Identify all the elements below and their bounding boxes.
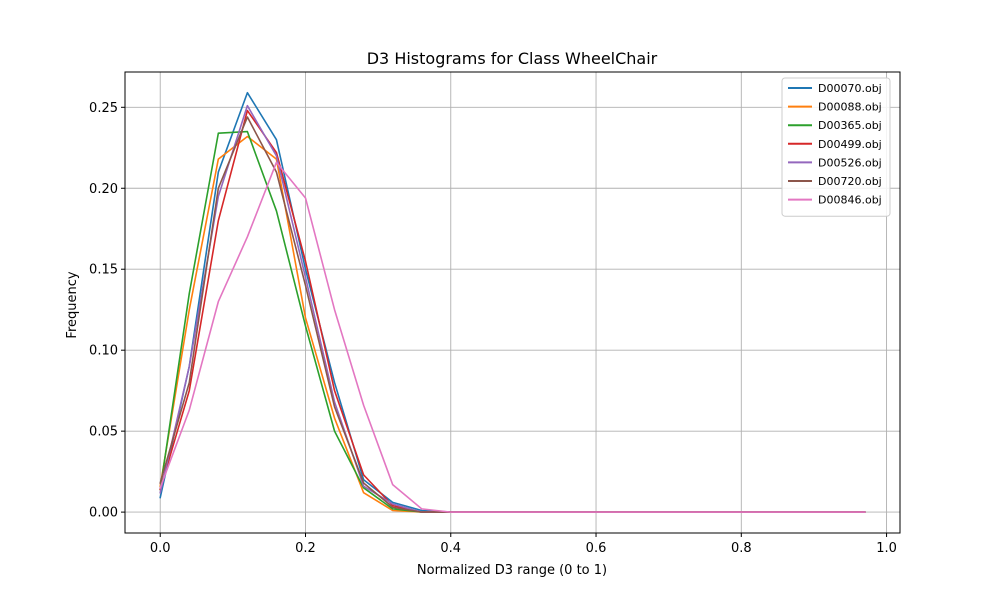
y-tick-label: 0.15 — [89, 263, 118, 278]
legend-label: D00526.obj — [818, 156, 882, 169]
legend-label: D00720.obj — [818, 175, 882, 188]
series-line-d00846-obj — [159, 161, 866, 513]
x-tick-label: 0.0 — [150, 541, 171, 556]
series-layer — [159, 91, 866, 513]
x-tick-label: 1.0 — [876, 541, 897, 556]
x-axis-label: Normalized D3 range (0 to 1) — [417, 563, 607, 578]
legend-label: D00499.obj — [818, 138, 882, 151]
x-axis-ticks: 0.0 0.2 0.4 0.6 0.8 1.0 — [150, 533, 897, 556]
x-tick-label: 0.4 — [440, 541, 461, 556]
series-line-d00720-obj — [159, 116, 866, 513]
legend-label: D00365.obj — [818, 119, 882, 132]
series-line-d00088-obj — [159, 135, 866, 513]
x-tick-label: 0.8 — [731, 541, 752, 556]
legend-label: D00846.obj — [818, 194, 882, 207]
y-axis-ticks: 0.00 0.05 0.10 0.15 0.20 0.25 — [89, 101, 125, 521]
x-tick-label: 0.6 — [586, 541, 607, 556]
legend: D00070.obj D00088.obj D00365.obj D00499.obj… — [781, 77, 891, 217]
plot-area-frame — [124, 71, 901, 534]
legend-label: D00088.obj — [818, 101, 882, 114]
series-line-d00526-obj — [159, 104, 866, 513]
y-tick-label: 0.25 — [89, 101, 118, 116]
series-line-d00499-obj — [159, 109, 866, 513]
x-tick-label: 0.2 — [295, 541, 316, 556]
y-tick-label: 0.00 — [89, 506, 118, 521]
y-tick-label: 0.20 — [89, 182, 118, 197]
series-line-d00070-obj — [159, 91, 866, 513]
legend-label: D00070.obj — [818, 82, 882, 95]
y-tick-label: 0.10 — [89, 344, 118, 359]
y-axis-label: Frequency — [65, 271, 80, 338]
chart-title: D3 Histograms for Class WheelChair — [367, 49, 658, 68]
y-tick-label: 0.05 — [89, 425, 118, 440]
